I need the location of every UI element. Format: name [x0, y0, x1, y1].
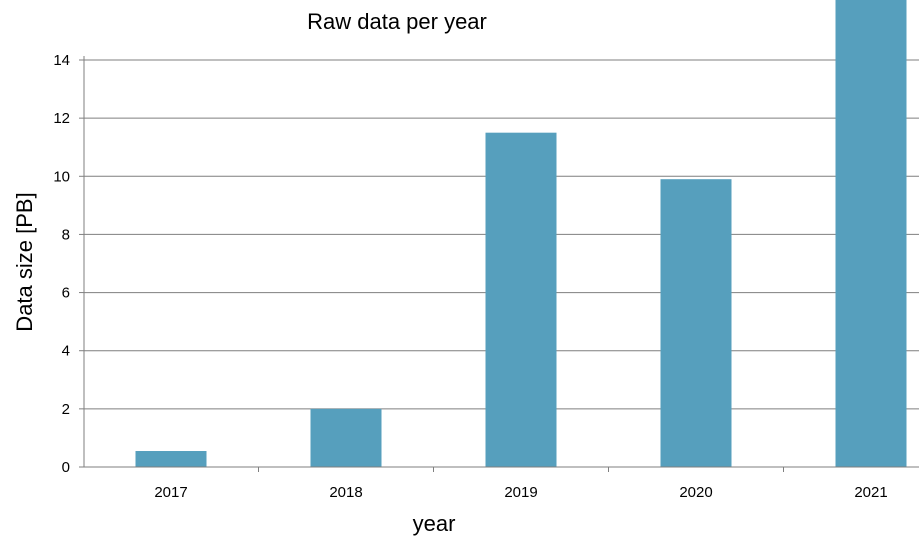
- x-tick-label-2017: 2017: [154, 484, 187, 501]
- y-tick-labels: 0 2 4 6 8 10 12 14: [53, 52, 70, 476]
- y-axis-title: Data size [PB]: [12, 192, 37, 331]
- x-tick-labels: 2017 2018 2019 2020 2021: [154, 467, 888, 501]
- bar-2018: [310, 408, 382, 467]
- axes: [83, 56, 919, 468]
- y-tick-label: 2: [62, 401, 70, 418]
- x-tick-label-2020: 2020: [679, 484, 712, 501]
- x-tick-label-2021: 2021: [854, 484, 887, 501]
- y-tick-label: 10: [53, 168, 70, 185]
- bar-2021: [835, 0, 907, 467]
- bars: [135, 0, 907, 467]
- x-tick-label-2019: 2019: [504, 484, 537, 501]
- bar-2017: [135, 451, 207, 467]
- x-tick-label-2018: 2018: [329, 484, 362, 501]
- y-tick-label: 12: [53, 110, 70, 127]
- bar-2019: [485, 132, 557, 467]
- bar-2020: [660, 179, 732, 467]
- y-tick-label: 6: [62, 285, 70, 302]
- y-tick-label: 8: [62, 226, 70, 243]
- chart-title: Raw data per year: [307, 9, 487, 34]
- y-tick-label: 4: [62, 343, 70, 360]
- x-axis-title: year: [413, 511, 456, 536]
- y-tick-label: 14: [53, 52, 70, 69]
- y-tick-label: 0: [62, 459, 70, 476]
